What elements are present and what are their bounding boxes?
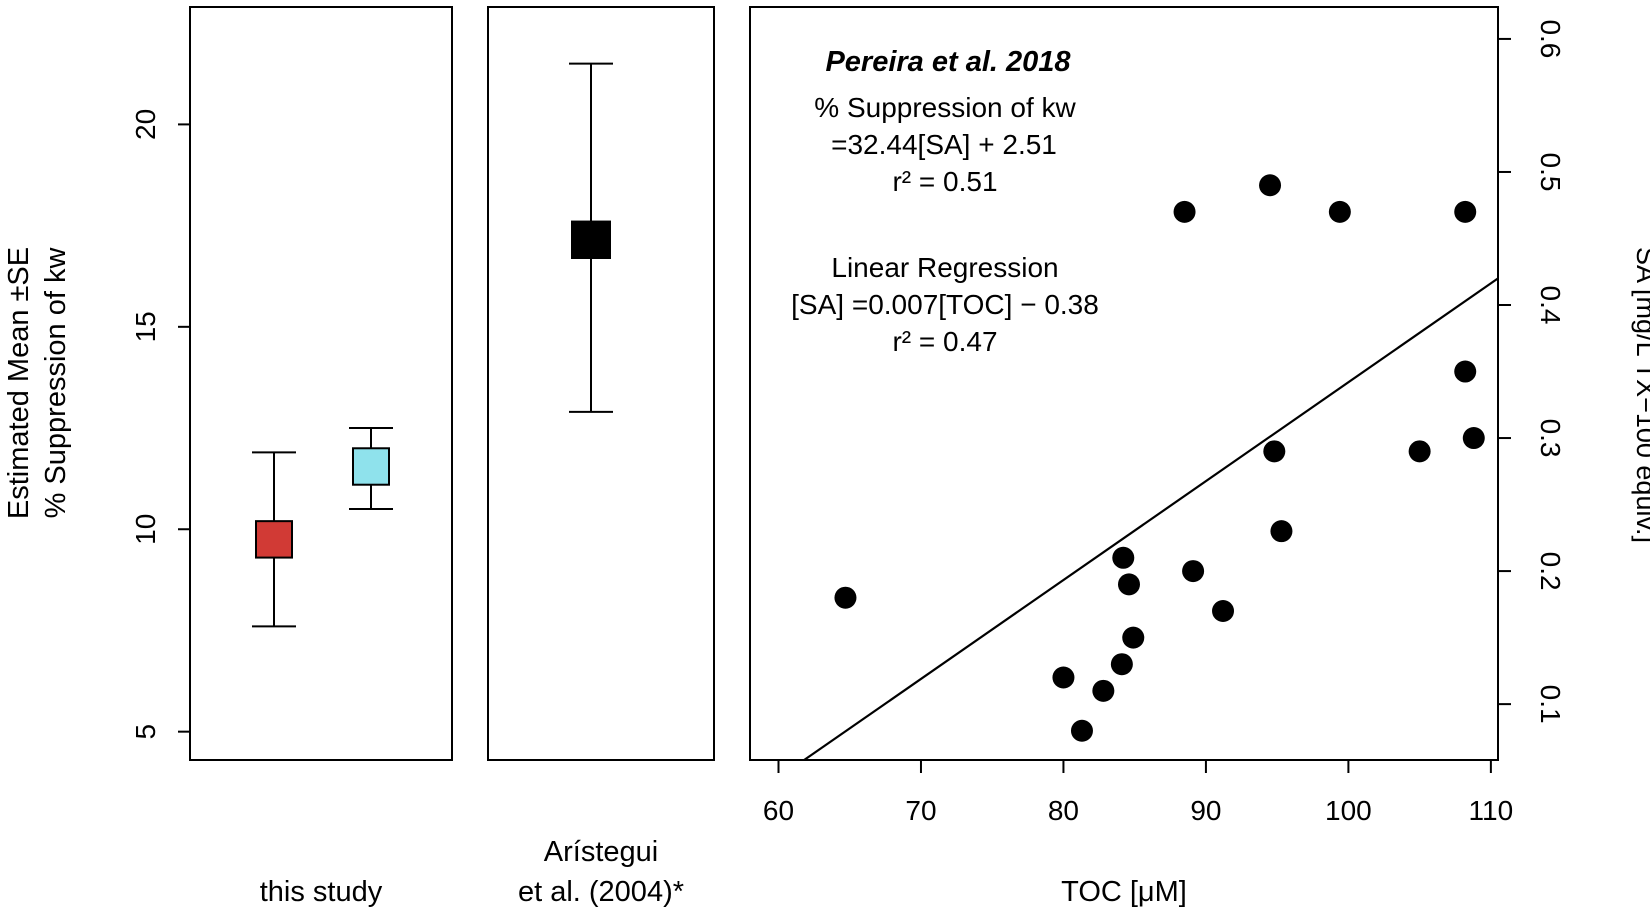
right-y-tick-label: 0.4: [1535, 286, 1566, 325]
mean-marker: [255, 520, 293, 559]
y-axis-label-line2: % Suppression of kw: [40, 247, 72, 519]
right-y-tick-label: 0.3: [1535, 419, 1566, 458]
scatter-point: [1112, 546, 1135, 569]
scatter-point: [1263, 440, 1286, 463]
regression-line: [803, 277, 1499, 761]
panel-scatter: 60 70 80 90 100 110 0.1 0.2 0.3 0.4 0.5 0.6 Pereir…: [749, 6, 1650, 908]
scatter-point: [1092, 679, 1115, 702]
y-tick-label: 5: [130, 724, 161, 740]
panel-1-x-label: this study: [260, 876, 383, 908]
panel-3-frame: [749, 6, 1499, 761]
scatter-point: [1070, 719, 1093, 742]
scatter-point: [1462, 427, 1485, 450]
panel-2-x-label-line2: et al. (2004)*: [518, 876, 684, 908]
annotation-line1: % Suppression of kw: [814, 92, 1076, 123]
scatter-point: [1052, 666, 1075, 689]
panel-1-y-axis: 5 10 15 20: [130, 109, 190, 740]
scatter-point: [1328, 200, 1351, 223]
regression-line-group: [803, 277, 1499, 761]
x-tick-label: 110: [1469, 795, 1514, 826]
scatter-y-axis: 0.1 0.2 0.3 0.4 0.5 0.6: [1498, 19, 1566, 724]
right-y-tick-label: 0.2: [1535, 552, 1566, 591]
annotation-line6: r² = 0.47: [892, 326, 997, 357]
y-tick-label: 20: [130, 109, 161, 140]
scatter-y-label: SA [mg/L TX−100 equiv.]: [1631, 247, 1650, 543]
scatter-x-label: TOC [μM]: [1061, 876, 1187, 908]
scatter-point: [1173, 200, 1196, 223]
panel-2-x-label-line1: Arístegui: [544, 836, 658, 868]
scatter-point: [1259, 174, 1282, 197]
scatter-point: [1212, 599, 1235, 622]
x-tick-label: 90: [1190, 795, 1221, 826]
scatter-points: [834, 174, 1485, 742]
right-y-tick-label: 0.5: [1535, 152, 1566, 191]
x-tick-label: 100: [1325, 795, 1372, 826]
x-tick-label: 70: [905, 795, 936, 826]
scatter-point: [1117, 573, 1140, 596]
scatter-point: [1122, 626, 1145, 649]
y-axis-label-line1: Estimated Mean ±SE: [3, 247, 35, 519]
scatter-point: [834, 586, 857, 609]
panel-this-study: 5 10 15 20 Estimated Mean ±SE % Suppression…: [3, 6, 453, 908]
panel-1-frame: [189, 6, 453, 761]
annotation-line3: r² = 0.51: [892, 166, 997, 197]
y-tick-label: 15: [130, 311, 161, 342]
scatter-point: [1110, 653, 1133, 676]
annotation-title: Pereira et al. 2018: [825, 46, 1071, 78]
x-tick-label: 60: [763, 795, 794, 826]
panel-2-frame: [487, 6, 715, 761]
panel-2-points: [569, 62, 613, 413]
scatter-point: [1454, 200, 1477, 223]
panel-1-points: [252, 427, 393, 628]
x-tick-label: 80: [1048, 795, 1079, 826]
mean-marker: [571, 220, 611, 259]
right-y-tick-label: 0.6: [1535, 19, 1566, 58]
scatter-x-axis: 60 70 80 90 100 110: [763, 760, 1513, 826]
scatter-point: [1454, 360, 1477, 383]
annotation-line2: =32.44[SA] + 2.51: [831, 129, 1057, 160]
scatter-point: [1408, 440, 1431, 463]
panel-aristegui: Arístegui et al. (2004)*: [487, 6, 715, 908]
annotation-line5: [SA] =0.007[TOC] − 0.38: [791, 289, 1099, 320]
mean-marker: [352, 447, 390, 486]
y-tick-label: 10: [130, 514, 161, 545]
annotation-line4: Linear Regression: [831, 252, 1058, 283]
scatter-point: [1270, 520, 1293, 543]
scatter-point: [1182, 560, 1205, 583]
right-y-tick-label: 0.1: [1535, 685, 1566, 724]
